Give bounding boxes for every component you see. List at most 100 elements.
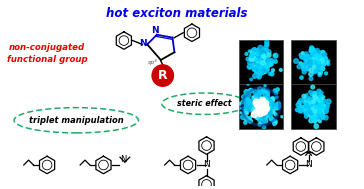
Point: [256, 106, 261, 109]
Point: [267, 100, 273, 103]
Point: [312, 61, 317, 64]
Point: [263, 111, 269, 114]
Point: [269, 59, 274, 62]
Point: [324, 61, 329, 64]
Point: [313, 54, 319, 57]
Text: R: R: [158, 69, 167, 82]
Point: [309, 49, 314, 52]
Point: [257, 104, 263, 107]
Point: [256, 69, 262, 72]
Point: [270, 97, 276, 100]
Point: [264, 90, 270, 93]
Point: [257, 58, 263, 61]
Point: [309, 109, 315, 112]
Point: [262, 59, 268, 62]
Point: [310, 103, 316, 106]
Point: [273, 103, 279, 106]
Point: [313, 63, 319, 66]
Point: [301, 95, 307, 98]
Point: [318, 99, 324, 102]
Point: [308, 69, 314, 72]
Point: [252, 102, 258, 105]
Point: [316, 105, 322, 108]
Point: [258, 108, 264, 112]
Point: [255, 55, 261, 58]
Point: [258, 70, 264, 73]
Point: [312, 102, 318, 105]
Point: [310, 58, 316, 61]
Point: [256, 60, 262, 63]
Point: [316, 70, 321, 73]
Point: [247, 88, 253, 91]
Point: [296, 65, 302, 68]
Point: [270, 110, 276, 113]
Point: [318, 104, 324, 107]
Point: [257, 50, 263, 53]
Point: [309, 115, 314, 119]
Point: [261, 110, 267, 113]
Point: [245, 117, 250, 120]
Point: [261, 53, 267, 57]
Point: [318, 67, 324, 70]
Point: [314, 105, 320, 108]
Point: [265, 100, 270, 103]
Point: [306, 104, 312, 107]
Point: [258, 62, 264, 65]
Point: [254, 58, 260, 61]
Point: [313, 68, 319, 71]
Point: [310, 108, 316, 111]
Point: [320, 106, 326, 109]
Point: [258, 58, 264, 61]
Point: [258, 106, 264, 109]
Point: [320, 100, 325, 103]
Point: [254, 65, 260, 68]
Point: [257, 68, 262, 71]
Point: [264, 105, 270, 108]
Point: [264, 113, 270, 116]
Point: [257, 91, 262, 94]
Point: [252, 76, 257, 79]
Point: [308, 107, 313, 110]
Point: [317, 56, 323, 59]
Point: [241, 95, 247, 98]
Point: [311, 49, 317, 52]
Point: [249, 109, 255, 112]
Point: [273, 54, 278, 57]
Point: [264, 69, 269, 72]
Point: [319, 64, 325, 67]
Point: [252, 49, 258, 52]
Point: [257, 64, 262, 67]
Point: [256, 105, 261, 108]
Point: [317, 93, 323, 96]
Point: [315, 111, 321, 114]
Point: [324, 109, 330, 112]
Point: [256, 108, 261, 112]
Point: [257, 110, 263, 113]
Point: [263, 110, 269, 113]
Point: [254, 60, 260, 63]
Point: [317, 97, 323, 100]
Point: [314, 101, 320, 104]
Point: [251, 49, 257, 52]
Point: [316, 59, 322, 62]
Point: [270, 107, 276, 110]
Point: [268, 105, 273, 108]
Point: [310, 100, 316, 103]
Point: [314, 106, 320, 109]
Text: triplet manipulation: triplet manipulation: [29, 116, 124, 125]
Point: [257, 61, 263, 64]
Point: [303, 59, 309, 62]
Point: [270, 105, 276, 108]
Point: [304, 61, 310, 64]
Point: [253, 112, 259, 115]
Point: [320, 53, 326, 56]
Point: [259, 98, 265, 101]
Point: [319, 115, 325, 118]
Point: [258, 115, 264, 118]
Point: [309, 111, 315, 114]
Point: [265, 92, 271, 95]
Point: [259, 118, 265, 121]
Point: [310, 52, 316, 55]
Point: [317, 104, 323, 107]
Point: [309, 48, 315, 51]
